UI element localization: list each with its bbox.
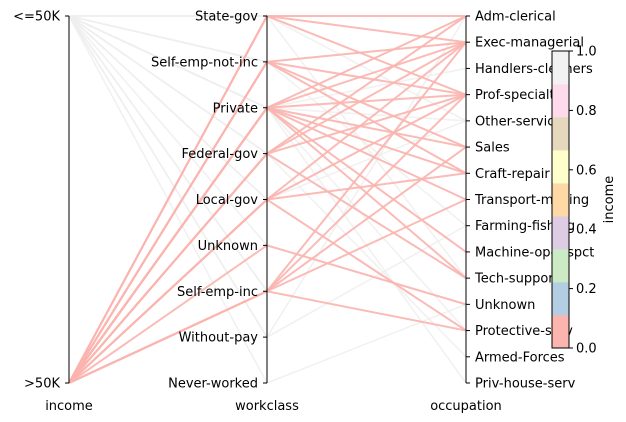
- tick-label-occupation-13: Armed-Forces: [475, 350, 565, 365]
- tick-label-occupation-14: Priv-house-serv: [475, 377, 576, 392]
- colorbar-segment-4: [552, 183, 569, 217]
- colorbar-segment-3: [552, 216, 569, 250]
- colorbar-label: income: [602, 176, 617, 224]
- colorbar-segment-8: [552, 51, 569, 85]
- tick-label-occupation-5: Sales: [475, 141, 510, 156]
- axis-title-workclass: workclass: [235, 399, 299, 414]
- colorbar-segment-0: [552, 315, 569, 349]
- tick-label-occupation-0: Adm-clerical: [475, 10, 556, 25]
- colorbar-segment-6: [552, 117, 569, 151]
- tick-label-workclass-5: Unknown: [198, 239, 258, 254]
- colorbar-segment-5: [552, 150, 569, 184]
- tick-label-occupation-10: Tech-support: [474, 272, 559, 287]
- tick-label-occupation-2: Handlers-cleaners: [475, 62, 593, 77]
- tick-label-occupation-7: Transport-moving: [474, 193, 589, 208]
- colorbar: 0.0 0.2 0.4 0.6 0.8 1.0 income: [551, 45, 617, 357]
- axis-title-occupation: occupation: [430, 399, 502, 414]
- colorbar-tick-label-3: 0.6: [576, 163, 597, 178]
- tick-label-occupation-9: Machine-op-inspct: [475, 245, 594, 260]
- tick-label-occupation-1: Exec-managerial: [475, 36, 584, 51]
- colorbar-segment-1: [552, 282, 569, 316]
- tick-label-workclass-1: Self-emp-not-inc: [151, 55, 258, 70]
- tick-label-workclass-4: Local-gov: [196, 193, 259, 208]
- tick-label-workclass-6: Self-emp-inc: [177, 285, 258, 300]
- tick-label-workclass-8: Never-worked: [168, 377, 258, 392]
- tick-label-income-1: >50K: [24, 377, 60, 392]
- colorbar-tick-label-2: 0.4: [576, 223, 597, 238]
- colorbar-tick-label-1: 0.2: [576, 282, 597, 297]
- tick-label-workclass-2: Private: [213, 101, 258, 116]
- colorbar-tick-label-0: 0.0: [576, 342, 597, 357]
- tick-label-occupation-6: Craft-repair: [475, 167, 550, 182]
- tick-label-occupation-11: Unknown: [475, 298, 535, 313]
- colorbar-tick-label-4: 0.8: [576, 104, 597, 119]
- tick-label-occupation-3: Prof-specialty: [475, 88, 563, 103]
- tick-label-income-0: <=50K: [13, 10, 60, 25]
- tick-label-occupation-8: Farming-fishing: [475, 219, 575, 234]
- tick-label-workclass-0: State-gov: [195, 10, 258, 25]
- colorbar-segment-7: [552, 84, 569, 118]
- tick-label-workclass-7: Without-pay: [179, 331, 259, 346]
- tick-label-occupation-12: Protective-serv: [475, 324, 573, 339]
- tick-label-occupation-4: Other-service: [475, 114, 562, 129]
- colorbar-tick-label-5: 1.0: [576, 45, 597, 60]
- tick-label-workclass-3: Federal-gov: [181, 147, 258, 162]
- colorbar-segment-2: [552, 249, 569, 283]
- axis-title-income: income: [45, 399, 93, 414]
- colorbar-frame: [551, 50, 570, 349]
